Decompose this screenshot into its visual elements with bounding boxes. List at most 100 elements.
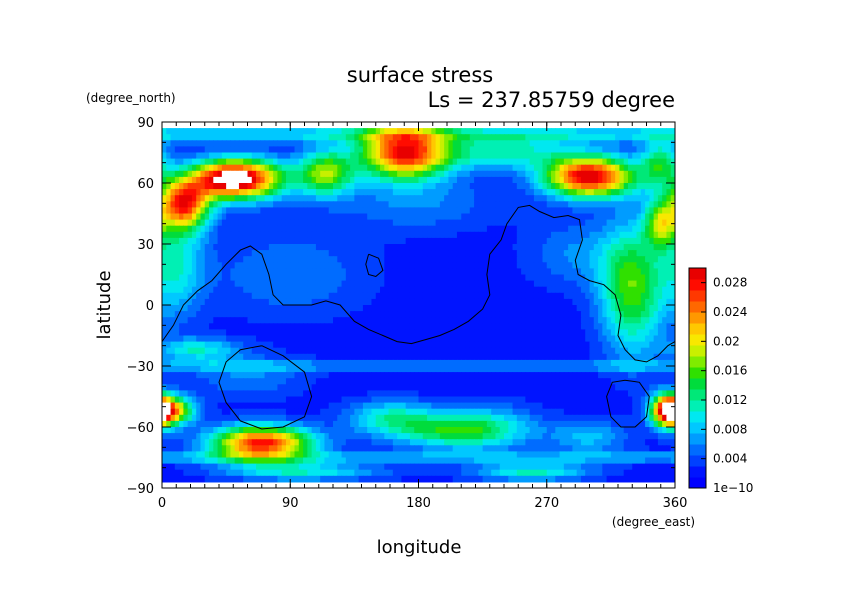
heatmap-cell: [551, 262, 556, 269]
heatmap-cell: [610, 317, 616, 324]
heatmap-cell: [606, 189, 612, 196]
heatmap-cell: [645, 158, 650, 166]
heatmap-cell: [474, 225, 479, 233]
heatmap-cell: [380, 353, 385, 361]
heatmap-cell: [196, 378, 202, 385]
heatmap-cell: [303, 359, 308, 367]
heatmap-cell: [657, 225, 663, 233]
heatmap-cell: [521, 268, 526, 276]
heatmap-cell: [362, 170, 368, 178]
heatmap-cell: [461, 292, 467, 300]
heatmap-cell: [602, 134, 608, 141]
heatmap-cell: [499, 146, 505, 154]
heatmap-cell: [375, 378, 381, 385]
heatmap-cell: [345, 292, 351, 300]
heatmap-cell: [486, 268, 492, 276]
heatmap-cell: [512, 176, 518, 184]
heatmap-cell: [516, 286, 522, 294]
heatmap-cell: [174, 219, 180, 227]
heatmap-cell: [166, 366, 172, 373]
heatmap-cell: [191, 329, 197, 337]
heatmap-cell: [337, 225, 343, 233]
heatmap-cell: [380, 378, 385, 385]
heatmap-cell: [320, 323, 326, 330]
heatmap-cell: [521, 231, 526, 239]
heatmap-cell: [213, 262, 219, 269]
heatmap-cell: [307, 305, 313, 312]
heatmap-cell: [670, 237, 675, 245]
heatmap-cell: [576, 298, 582, 306]
heatmap-cell: [191, 189, 197, 196]
heatmap-cell: [439, 219, 445, 227]
heatmap-cell: [191, 372, 197, 379]
heatmap-cell: [559, 207, 565, 215]
heatmap-cell: [615, 372, 621, 379]
heatmap-cell: [555, 359, 561, 367]
heatmap-cell: [170, 292, 176, 300]
heatmap-cell: [670, 189, 675, 196]
heatmap-cell: [324, 298, 330, 306]
heatmap-cell: [256, 298, 261, 306]
heatmap-cell: [213, 170, 219, 178]
heatmap-cell: [358, 244, 364, 251]
heatmap-cell: [568, 134, 574, 141]
heatmap-cell: [409, 280, 415, 288]
heatmap-cell: [499, 183, 505, 190]
heatmap-cell: [521, 250, 526, 257]
heatmap-cell: [384, 244, 390, 251]
heatmap-cell: [657, 286, 663, 294]
heatmap-cell: [281, 329, 287, 337]
heatmap-cell: [580, 280, 586, 288]
heatmap-cell: [589, 231, 595, 239]
heatmap-cell: [285, 329, 291, 337]
heatmap-cell: [371, 189, 377, 196]
heatmap-cell: [251, 335, 257, 343]
heatmap-cell: [362, 128, 368, 135]
heatmap-cell: [362, 231, 368, 239]
heatmap-cell: [559, 274, 565, 282]
heatmap-cell: [247, 213, 253, 221]
heatmap-cell: [478, 305, 484, 312]
heatmap-cell: [444, 341, 450, 349]
heatmap-cell: [427, 268, 432, 276]
heatmap-cell: [213, 225, 219, 233]
heatmap-cell: [593, 366, 599, 373]
heatmap-cell: [238, 128, 244, 135]
heatmap-cell: [525, 213, 531, 221]
heatmap-cell: [221, 359, 227, 367]
heatmap-cell: [162, 146, 167, 154]
heatmap-cell: [234, 280, 240, 288]
heatmap-cell: [640, 280, 646, 288]
heatmap-cell: [260, 152, 266, 160]
heatmap-cell: [653, 140, 659, 147]
heatmap-cell: [268, 225, 274, 233]
heatmap-cell: [311, 244, 317, 251]
heatmap-cell: [623, 335, 629, 343]
heatmap-cell: [405, 311, 411, 318]
heatmap-cell: [333, 164, 338, 172]
heatmap-cell: [285, 237, 291, 245]
heatmap-cell: [568, 280, 574, 288]
heatmap-cell: [264, 292, 270, 300]
heatmap-cell: [187, 225, 193, 233]
heatmap-cell: [632, 280, 638, 288]
heatmap-cell: [551, 134, 556, 141]
heatmap-cell: [521, 311, 526, 318]
heatmap-cell: [469, 341, 475, 349]
heatmap-cell: [397, 298, 402, 306]
heatmap-cell: [303, 366, 308, 373]
heatmap-cell: [593, 213, 599, 221]
heatmap-cell: [183, 225, 189, 233]
heatmap-cell: [640, 225, 646, 233]
heatmap-cell: [170, 311, 176, 318]
heatmap-cell: [204, 152, 210, 160]
heatmap-cell: [294, 134, 300, 141]
heatmap-cell: [422, 280, 428, 288]
heatmap-cell: [350, 140, 355, 147]
heatmap-cell: [585, 231, 591, 239]
heatmap-cell: [362, 213, 368, 221]
heatmap-cell: [183, 170, 189, 178]
heatmap-cell: [315, 128, 321, 135]
heatmap-cell: [627, 329, 633, 337]
heatmap-cell: [444, 183, 450, 190]
